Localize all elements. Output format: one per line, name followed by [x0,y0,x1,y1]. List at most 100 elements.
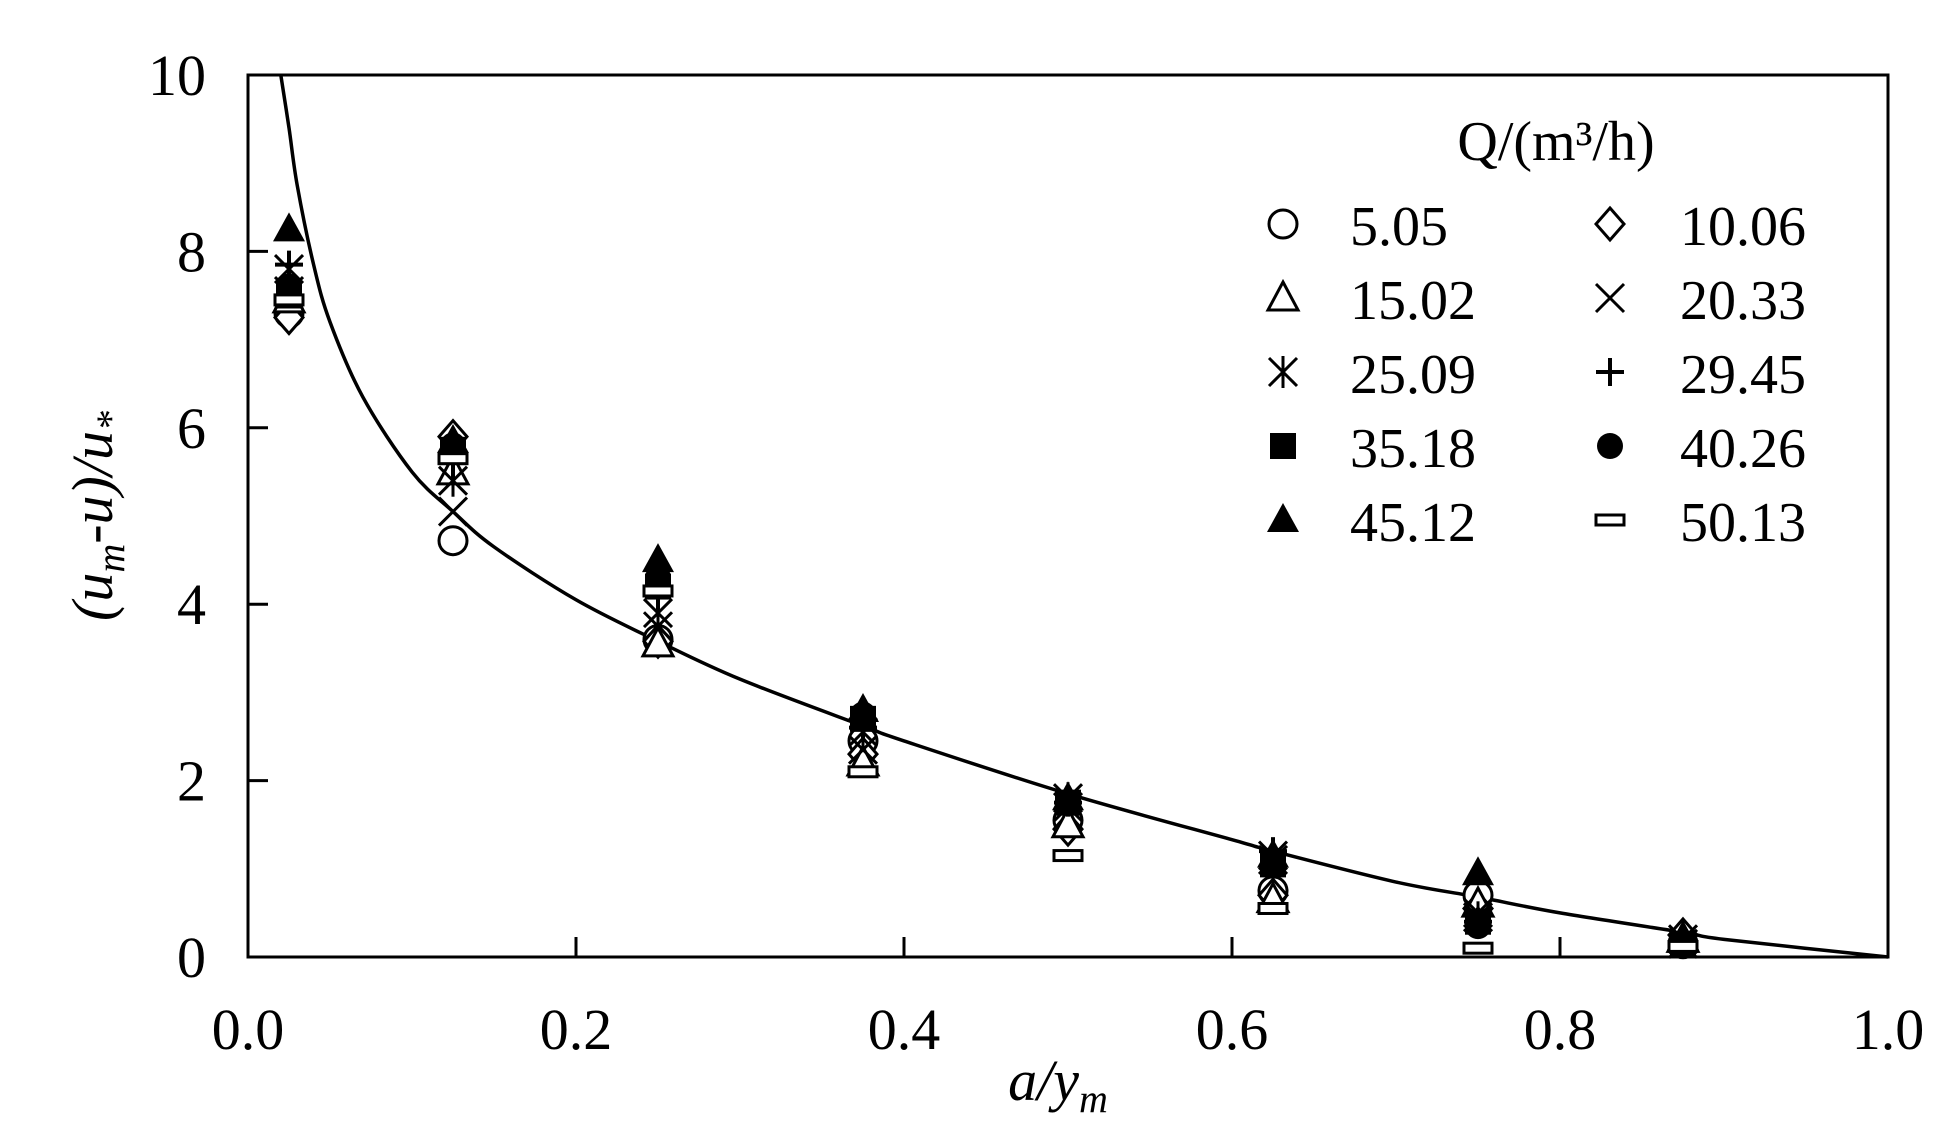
data-point [273,212,305,242]
marker-shape [273,212,305,242]
marker-shape [1267,208,1299,240]
x-axis-title: a/ym [1008,1048,1108,1121]
marker-shape [273,293,305,307]
x-tick-label: 0.8 [1524,997,1597,1062]
marker-shape [642,584,674,598]
x-tick-label: 0.4 [868,997,941,1062]
data-point [437,525,469,557]
legend-marker [1594,205,1626,243]
marker-shape [437,424,469,454]
marker-shape [1257,838,1289,868]
data-point [1257,838,1289,868]
marker-shape [640,624,676,658]
marker-shape [437,525,469,557]
data-point [1667,939,1699,953]
x-tick-label: 0.6 [1196,997,1269,1062]
marker-shape [1667,939,1699,953]
legend-marker [1267,356,1299,388]
data-points [271,212,1701,960]
data-point [1465,913,1491,940]
legend-label: 45.12 [1350,492,1476,554]
marker-shape [1462,856,1494,886]
x-tick-labels: 0.0 0.2 0.4 0.6 0.8 1.0 [212,997,1925,1062]
marker-shape [847,765,879,779]
legend-label: 35.18 [1350,418,1476,480]
legend-label: 15.02 [1350,270,1476,332]
legend-marker [1594,282,1626,314]
data-point [1462,856,1494,886]
data-point [1052,849,1084,863]
legend-item: 20.33 [1594,270,1806,332]
legend-item: 50.13 [1594,492,1806,554]
legend-label: 40.26 [1680,418,1806,480]
marker-shape [1052,781,1084,811]
legend-label: 50.13 [1680,492,1806,554]
legend-label: 29.45 [1680,344,1806,406]
data-point [276,273,302,300]
data-point [437,496,469,527]
legend-label: 25.09 [1350,344,1476,406]
legend-item: 10.06 [1594,196,1806,258]
legend-marker [1270,433,1296,459]
data-point [642,584,674,598]
legend-label: 20.33 [1680,270,1806,332]
marker-shape [1465,913,1491,940]
y-tick-label: 4 [177,572,206,637]
x-tick-label: 0.2 [540,997,613,1062]
y-axis-title-part: (u [60,573,125,621]
data-point [437,452,469,466]
legend-marker [1597,433,1623,459]
y-axis-title-part: * [88,411,133,431]
y-tick-label: 6 [177,396,206,461]
marker-shape [1257,901,1289,915]
marker-shape [1270,433,1296,459]
fit-curve [279,74,1889,959]
y-tick-label: 10 [148,43,206,108]
marker-shape [1594,513,1626,527]
data-point [1052,781,1084,811]
marker-shape [437,496,469,527]
marker-shape [1597,433,1623,459]
data-point [437,424,469,454]
axis-ticks [248,249,1562,957]
marker-shape [276,273,302,300]
legend-marker [1594,513,1626,527]
x-axis-title-sub: m [1079,1076,1108,1121]
marker-shape [437,452,469,466]
x-axis-title-main: a/y [1008,1048,1079,1113]
y-axis-title-part: m [88,544,133,573]
legend-marker [1265,278,1301,312]
data-point [1050,805,1086,839]
y-axis-title: (um-u)/u* [60,411,133,621]
legend-item: 25.09 [1267,344,1476,406]
marker-shape [1462,941,1494,955]
data-point [640,624,676,658]
legend-item: 15.02 [1265,270,1476,332]
marker-shape [1594,282,1626,314]
data-point [847,765,879,779]
y-tick-label: 0 [177,925,206,990]
y-axis-title-part: -u)/u [60,431,125,544]
data-point [273,293,305,307]
legend-marker [1596,358,1624,386]
data-point [847,693,879,723]
marker-shape [1594,205,1626,243]
marker-shape [1267,503,1299,532]
legend-item: 35.18 [1270,418,1476,480]
y-tick-label: 8 [177,219,206,284]
x-tick-label: 0.0 [212,997,285,1062]
legend-label: 5.05 [1350,196,1448,258]
data-point [1257,901,1289,915]
legend-title: Q/(m³/h) [1457,111,1654,173]
legend-label: 10.06 [1680,196,1806,258]
legend-item: 29.45 [1596,344,1806,406]
legend-item: 45.12 [1267,492,1476,554]
marker-shape [642,543,674,573]
legend-item: 5.05 [1267,196,1448,258]
legend-item: 40.26 [1597,418,1806,480]
marker-shape [847,693,879,723]
y-tick-labels: 0 2 4 6 8 10 [148,43,206,990]
x-tick-label: 1.0 [1852,997,1925,1062]
legend-marker [1267,503,1299,532]
